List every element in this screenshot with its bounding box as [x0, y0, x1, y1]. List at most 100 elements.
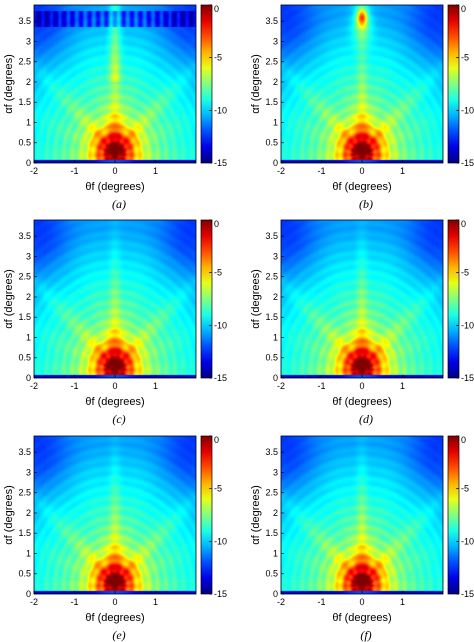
- y-axis-label: αf (degrees): [250, 269, 262, 329]
- y-tick-label: 2.5: [18, 488, 31, 498]
- x-tick-label: 1: [153, 381, 158, 391]
- colorbar-tick-label: -10: [214, 105, 227, 115]
- colorbar-tick-label: -5: [461, 53, 469, 63]
- colorbar-tick-label: -15: [214, 589, 227, 599]
- y-tick-label: 1: [273, 117, 278, 127]
- y-tick-label: 2: [273, 508, 278, 518]
- colorbar: [447, 219, 460, 379]
- colorbar-tick-label: -15: [461, 589, 474, 599]
- y-tick-label: 2.5: [18, 57, 31, 67]
- heatmap-image: [281, 436, 443, 594]
- y-tick-label: 1: [26, 117, 31, 127]
- y-axis-label: αf (degrees): [3, 485, 15, 545]
- y-tick-label: 3: [273, 467, 278, 477]
- colorbar-tick-label: -10: [461, 320, 474, 330]
- x-tick-label: -1: [70, 597, 78, 607]
- x-tick-label: 0: [112, 381, 117, 391]
- y-tick-label: 3: [26, 36, 31, 46]
- colorbar-tick-label: -15: [461, 373, 474, 383]
- colorbar-tick-label: -10: [461, 105, 474, 115]
- colorbar-tick-label: -5: [461, 484, 469, 494]
- y-tick-label: 0.5: [265, 569, 278, 579]
- y-tick-label: 1: [26, 548, 31, 558]
- y-tick-label: 1.5: [18, 528, 31, 538]
- y-tick-label: 0: [273, 589, 278, 599]
- x-tick-label: 1: [400, 381, 405, 391]
- heatmap-image: [34, 5, 196, 163]
- colorbar-tick-label: -10: [214, 320, 227, 330]
- y-tick-label: 2: [26, 77, 31, 87]
- x-tick-label: -1: [70, 381, 78, 391]
- x-tick-label: -1: [70, 166, 78, 176]
- colorbar: [447, 4, 460, 164]
- y-tick-label: 1.5: [265, 312, 278, 322]
- x-tick-label: -1: [317, 166, 325, 176]
- x-tick-label: 1: [400, 597, 405, 607]
- y-tick-label: 1.5: [265, 97, 278, 107]
- y-tick-label: 0: [26, 158, 31, 168]
- y-tick-label: 0: [26, 589, 31, 599]
- panel-caption: (d): [359, 412, 373, 426]
- y-tick-label: 0.5: [265, 138, 278, 148]
- heatmap-panel-2: 00.511.522.533.5-2 -1 0 1θf (degrees)αf (de…: [250, 4, 474, 211]
- heatmap-panel-3: 00.511.522.533.5-2 -1 0 1θf (degrees)αf (de…: [3, 219, 227, 426]
- colorbar-tick-label: -5: [214, 484, 222, 494]
- y-tick-label: 3.5: [18, 231, 31, 241]
- y-tick-label: 0.5: [18, 138, 31, 148]
- x-tick-label: -1: [317, 381, 325, 391]
- y-tick-label: 1: [273, 332, 278, 342]
- x-tick-label: 1: [153, 597, 158, 607]
- x-tick-label: -2: [30, 597, 38, 607]
- y-tick-label: 1: [26, 332, 31, 342]
- colorbar: [200, 4, 213, 164]
- x-axis-label: θf (degrees): [332, 612, 391, 624]
- colorbar-tick-label: 0: [214, 219, 219, 229]
- x-tick-label: -2: [277, 166, 285, 176]
- y-tick-label: 3: [26, 251, 31, 261]
- x-tick-label: -2: [277, 597, 285, 607]
- x-tick-label: 0: [359, 597, 364, 607]
- heatmap-image: [281, 5, 443, 163]
- panel-caption: (c): [112, 412, 125, 426]
- colorbar-tick-label: -15: [461, 158, 474, 168]
- colorbar-tick-label: -15: [214, 373, 227, 383]
- colorbar-tick-label: -15: [214, 158, 227, 168]
- panel-caption: (f): [360, 628, 371, 642]
- colorbar-tick-label: -10: [214, 536, 227, 546]
- x-tick-label: 0: [112, 597, 117, 607]
- colorbar-tick-label: -10: [461, 536, 474, 546]
- colorbar-tick-label: 0: [461, 435, 466, 445]
- colorbar-tick-label: -5: [214, 53, 222, 63]
- panel-caption: (b): [359, 197, 373, 211]
- x-tick-label: 1: [153, 166, 158, 176]
- x-tick-label: -2: [30, 381, 38, 391]
- y-tick-label: 3.5: [265, 231, 278, 241]
- y-axis-label: αf (degrees): [3, 54, 15, 114]
- y-axis-label: αf (degrees): [250, 54, 262, 114]
- y-tick-label: 2.5: [265, 488, 278, 498]
- panel-caption: (a): [112, 197, 126, 211]
- panel-caption: (e): [112, 628, 125, 642]
- y-tick-label: 1: [273, 548, 278, 558]
- x-axis-label: θf (degrees): [85, 396, 144, 408]
- colorbar-tick-label: 0: [214, 435, 219, 445]
- y-tick-label: 3: [26, 467, 31, 477]
- y-axis-label: αf (degrees): [250, 485, 262, 545]
- colorbar-tick-label: -5: [214, 268, 222, 278]
- heatmap-panel-1: 00.511.522.533.5-2 -1 0 1θf (degrees)αf (de…: [3, 4, 227, 211]
- x-tick-label: 1: [400, 166, 405, 176]
- x-axis-label: θf (degrees): [332, 396, 391, 408]
- x-tick-label: 0: [359, 166, 364, 176]
- heatmap-panel-6: 00.511.522.533.5-2 -1 0 1θf (degrees)αf (de…: [250, 435, 474, 642]
- y-tick-label: 3.5: [18, 16, 31, 26]
- y-tick-label: 2.5: [265, 57, 278, 67]
- y-tick-label: 0: [273, 373, 278, 383]
- x-tick-label: -1: [317, 597, 325, 607]
- heatmap-panel-5: 00.511.522.533.5-2 -1 0 1θf (degrees)αf (de…: [3, 435, 227, 642]
- colorbar: [447, 435, 460, 595]
- y-axis-label: αf (degrees): [3, 269, 15, 329]
- colorbar: [200, 219, 213, 379]
- heatmap-image: [34, 220, 196, 378]
- y-tick-label: 3.5: [265, 16, 278, 26]
- y-tick-label: 1.5: [18, 312, 31, 322]
